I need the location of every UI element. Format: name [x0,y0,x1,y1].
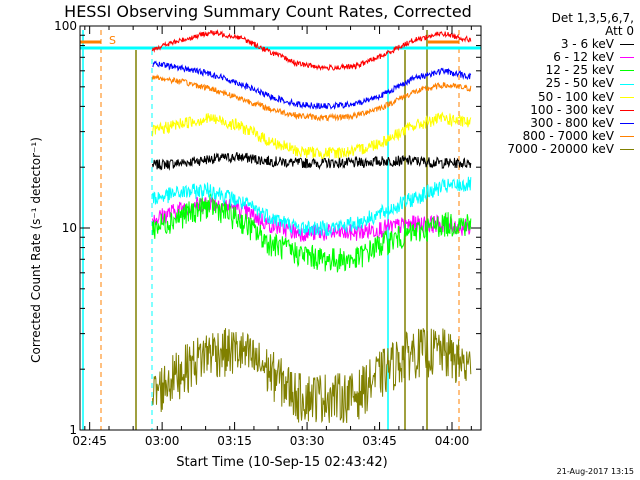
x-tick-label: 04:00 [435,434,470,448]
legend-swatch [620,57,634,59]
legend-label: 25 - 50 keV [545,76,614,91]
x-tick-label: 02:45 [72,434,107,448]
series-line-1 [152,196,472,242]
x-tick-label: 03:15 [217,434,252,448]
x-tick-label: 03:00 [145,434,180,448]
y-tick-label: 100 [54,19,77,33]
legend-swatch [620,96,634,98]
y-tick-label: 10 [62,221,77,235]
y-axis-label: Corrected Count Rate (s⁻¹ detector⁻¹) [29,137,43,363]
series-line-8 [152,328,472,424]
legend-item: 800 - 7000 keV [507,128,634,143]
date-stamp: 21-Aug-2017 13:15 [556,467,634,476]
legend-label: 300 - 800 keV [530,115,614,130]
y-tick-label: 1 [69,423,77,437]
legend-label: 12 - 25 keV [545,63,614,78]
legend-item: 12 - 25 keV [507,64,634,77]
legend-swatch [620,70,634,72]
legend-item: 6 - 12 keV [507,51,634,64]
legend-swatch [620,148,634,150]
x-tick-label: 03:30 [290,434,325,448]
legend-swatch [620,44,634,46]
legend-item: 300 - 800 keV [507,115,634,130]
s-label: S [109,34,116,47]
legend-item: 50 - 100 keV [507,89,634,104]
legend-label: 800 - 7000 keV [522,128,614,143]
legend-label: 50 - 100 keV [537,89,614,104]
legend-item: 25 - 50 keV [507,77,634,90]
series-line-6 [152,60,472,111]
series-line-7 [152,73,472,122]
legend-header-line-1: Det 1,3,5,6,7, [551,11,634,25]
legend-swatch [620,83,634,85]
series-line-3 [152,176,472,237]
legend-swatch [620,109,634,111]
legend-label: 3 - 6 keV [560,37,614,52]
legend-label: 100 - 300 keV [530,102,614,117]
chart-legend: Det 1,3,5,6,7, Att 0 3 - 6 keV 6 - 12 keV… [507,11,634,156]
legend-swatch [620,135,634,137]
x-tick-label: 03:45 [362,434,397,448]
series-line-0 [152,152,472,171]
series-line-2 [152,193,472,273]
legend-item: 3 - 6 keV [507,38,634,51]
legend-item: 7000 - 20000 keV [507,141,634,156]
legend-swatch [620,122,634,124]
legend-item: 100 - 300 keV [507,102,634,117]
series-line-4 [152,111,472,159]
chart-title: HESSI Observing Summary Count Rates, Cor… [64,2,472,21]
x-axis-label: Start Time (10-Sep-15 02:43:42) [176,455,387,470]
legend-label: 7000 - 20000 keV [507,141,614,156]
legend-label: 6 - 12 keV [553,50,614,65]
series-line-5 [152,28,472,71]
legend-header-line-2: Att 0 [605,24,634,39]
